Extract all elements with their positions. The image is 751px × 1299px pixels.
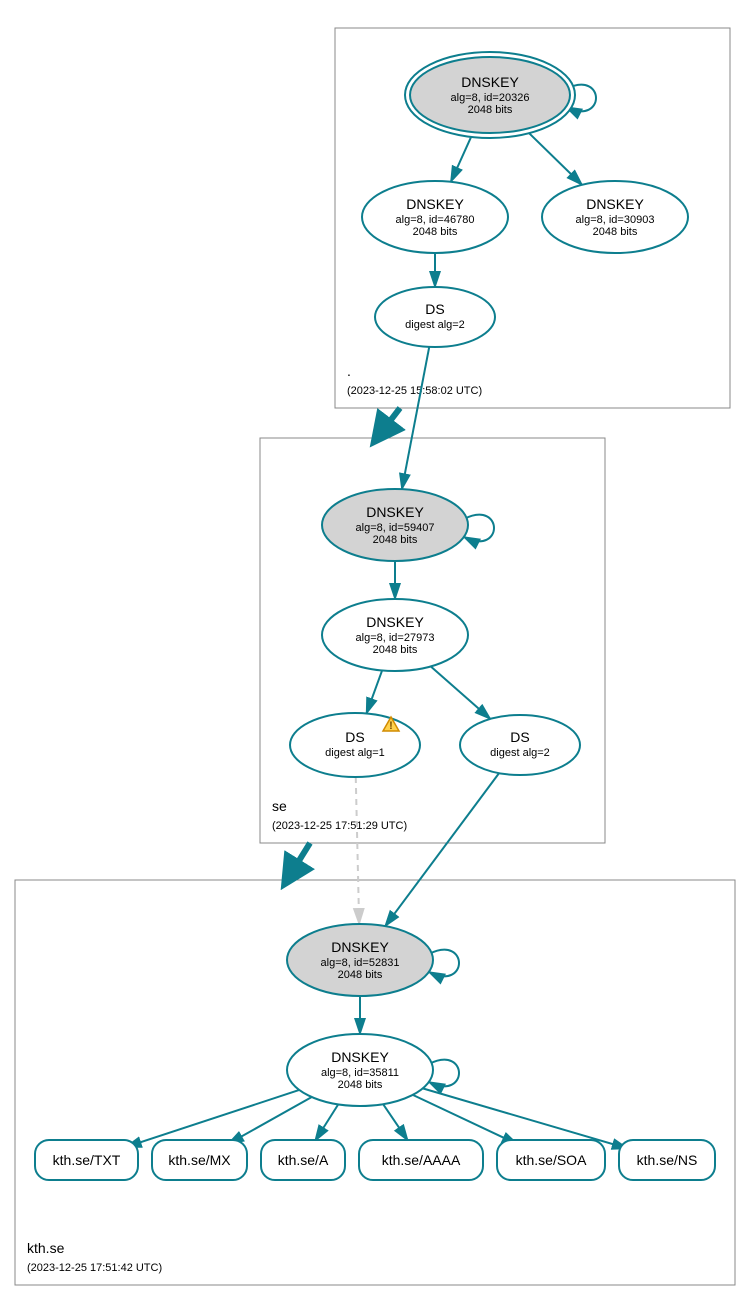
node-line1-kth-zsk: alg=8, id=35811: [321, 1067, 399, 1079]
node-title-se-ds2: DS: [510, 729, 529, 745]
node-line1-se-zsk: alg=8, id=27973: [356, 632, 435, 644]
node-line1-root-zsk1: alg=8, id=46780: [396, 214, 475, 226]
node-line1-se-ksk: alg=8, id=59407: [356, 522, 435, 534]
zone-label-kthse: kth.se: [27, 1240, 65, 1256]
node-title-se-ksk: DNSKEY: [366, 504, 424, 520]
edge-thick: [377, 408, 400, 438]
zone-label-se: se: [272, 798, 287, 814]
zone-label-root: .: [347, 363, 351, 379]
node-se-ds2: [460, 715, 580, 775]
edge-kth-zsk-rec-aaaa: [383, 1104, 408, 1140]
node-line2-root-zsk1: 2048 bits: [413, 226, 458, 238]
node-line2-root-ksk: 2048 bits: [468, 104, 513, 116]
node-line1-root-ksk: alg=8, id=20326: [451, 92, 530, 104]
node-line2-se-ksk: 2048 bits: [373, 534, 418, 546]
node-title-se-zsk: DNSKEY: [366, 614, 424, 630]
zone-timestamp-se: (2023-12-25 17:51:29 UTC): [272, 820, 407, 832]
record-label-rec-mx: kth.se/MX: [168, 1152, 231, 1168]
edge-root-ds-se-ksk: [402, 347, 429, 489]
node-line1-kth-ksk: alg=8, id=52831: [321, 957, 400, 969]
edge-se-zsk-se-ds1: [366, 670, 382, 713]
node-title-root-ksk: DNSKEY: [461, 74, 519, 90]
edge-kth-zsk-rec-soa: [413, 1095, 518, 1144]
edge-se-ds1-kth-ksk: [356, 777, 359, 924]
node-title-kth-zsk: DNSKEY: [331, 1049, 389, 1065]
node-title-root-zsk2: DNSKEY: [586, 196, 644, 212]
node-line1-root-ds: digest alg=2: [405, 319, 465, 331]
node-layer: DNSKEYalg=8, id=203262048 bitsDNSKEYalg=…: [35, 52, 715, 1180]
edge-se-zsk-se-ds2: [431, 666, 491, 719]
node-title-root-zsk1: DNSKEY: [406, 196, 464, 212]
record-label-rec-a: kth.se/A: [278, 1152, 329, 1168]
node-line2-root-zsk2: 2048 bits: [593, 226, 638, 238]
dnssec-chain-diagram: . (2023-12-25 15:58:02 UTC) se (2023-12-25 …: [0, 0, 751, 1299]
record-label-rec-soa: kth.se/SOA: [516, 1152, 587, 1168]
edge-kth-zsk-rec-mx: [228, 1097, 312, 1144]
record-label-rec-ns: kth.se/NS: [637, 1152, 698, 1168]
node-title-kth-ksk: DNSKEY: [331, 939, 389, 955]
node-line2-kth-zsk: 2048 bits: [338, 1079, 383, 1091]
zone-timestamp-root: (2023-12-25 15:58:02 UTC): [347, 385, 482, 397]
edge-thick: [287, 843, 310, 880]
node-title-root-ds: DS: [425, 301, 444, 317]
record-label-rec-aaaa: kth.se/AAAA: [382, 1152, 461, 1168]
node-title-se-ds1: DS: [345, 729, 364, 745]
node-line1-root-zsk2: alg=8, id=30903: [576, 214, 655, 226]
node-root-ds: [375, 287, 495, 347]
zone-timestamp-kthse: (2023-12-25 17:51:42 UTC): [27, 1262, 162, 1274]
edge-root-ksk-root-zsk1: [451, 132, 473, 182]
node-line2-se-zsk: 2048 bits: [373, 644, 418, 656]
node-line1-se-ds2: digest alg=2: [490, 747, 550, 759]
node-se-ds1: [290, 713, 420, 777]
node-line2-kth-ksk: 2048 bits: [338, 969, 383, 981]
record-label-rec-txt: kth.se/TXT: [53, 1152, 121, 1168]
warning-icon-mark: !: [389, 720, 393, 732]
edge-kth-zsk-rec-a: [315, 1104, 338, 1140]
edge-root-ksk-root-zsk2: [525, 129, 582, 185]
node-line1-se-ds1: digest alg=1: [325, 747, 385, 759]
edge-se-ds2-kth-ksk: [385, 773, 499, 926]
